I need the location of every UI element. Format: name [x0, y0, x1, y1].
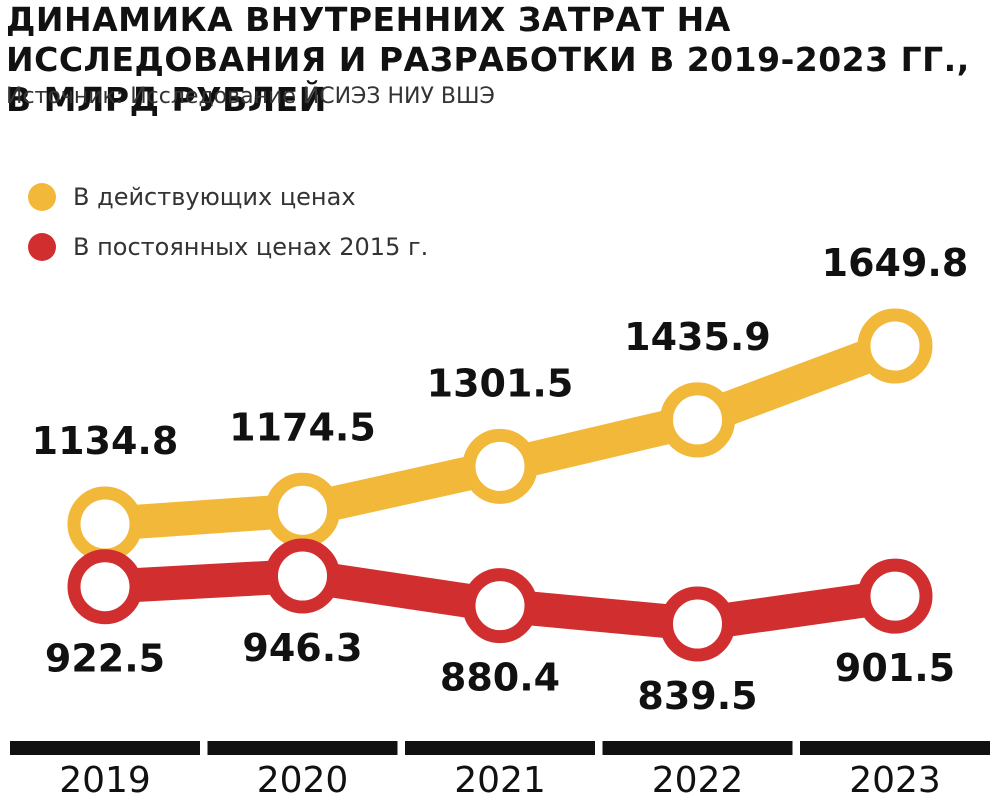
x-tick-label-2020: 2020 — [257, 760, 349, 796]
data-point-constant-2022 — [660, 586, 735, 662]
data-label-constant-2022: 839.5 — [637, 674, 757, 718]
data-point-constant-2020 — [265, 538, 340, 614]
chart-source: Источник: Исследование ИСИЭЗ НИУ ВШЭ — [6, 84, 495, 109]
data-label-constant-2021: 880.4 — [440, 656, 560, 700]
data-label-current-2019: 1134.8 — [32, 419, 179, 463]
x-tick-label-2021: 2021 — [454, 760, 546, 796]
x-axis-segment-2020 — [207, 741, 398, 755]
data-point-current-2023 — [857, 308, 933, 384]
data-point-constant-2023 — [857, 558, 933, 634]
legend-marker-constant — [28, 233, 56, 261]
data-label-constant-2023: 901.5 — [835, 646, 955, 690]
x-tick-label-2019: 2019 — [59, 760, 151, 796]
data-point-current-2022 — [660, 382, 735, 458]
data-label-current-2020: 1174.5 — [229, 405, 376, 449]
data-point-current-2019 — [67, 486, 143, 562]
data-point-constant-2021 — [462, 568, 538, 644]
legend-label-constant: В постоянных ценах 2015 г. — [73, 233, 429, 261]
legend-marker-current — [28, 183, 56, 211]
data-label-constant-2019: 922.5 — [45, 637, 165, 681]
x-axis-segment-2021 — [405, 741, 595, 755]
chart-title: ДИНАМИКА ВНУТРЕННИХ ЗАТРАТ НА ИССЛЕДОВАН… — [6, 0, 970, 119]
data-label-current-2023: 1649.8 — [822, 241, 969, 285]
data-label-current-2022: 1435.9 — [624, 315, 771, 359]
x-axis-segment-2022 — [602, 741, 793, 755]
data-label-current-2021: 1301.5 — [427, 361, 574, 405]
data-point-constant-2019 — [67, 549, 143, 625]
x-tick-label-2023: 2023 — [849, 760, 941, 796]
data-label-constant-2020: 946.3 — [242, 626, 362, 670]
legend-label-current: В действующих ценах — [73, 183, 356, 211]
data-point-current-2021 — [462, 428, 538, 504]
x-tick-label-2022: 2022 — [652, 760, 744, 796]
x-axis-segment-2023 — [800, 741, 990, 755]
x-axis-segment-2019 — [10, 741, 200, 755]
data-point-current-2020 — [265, 472, 340, 548]
